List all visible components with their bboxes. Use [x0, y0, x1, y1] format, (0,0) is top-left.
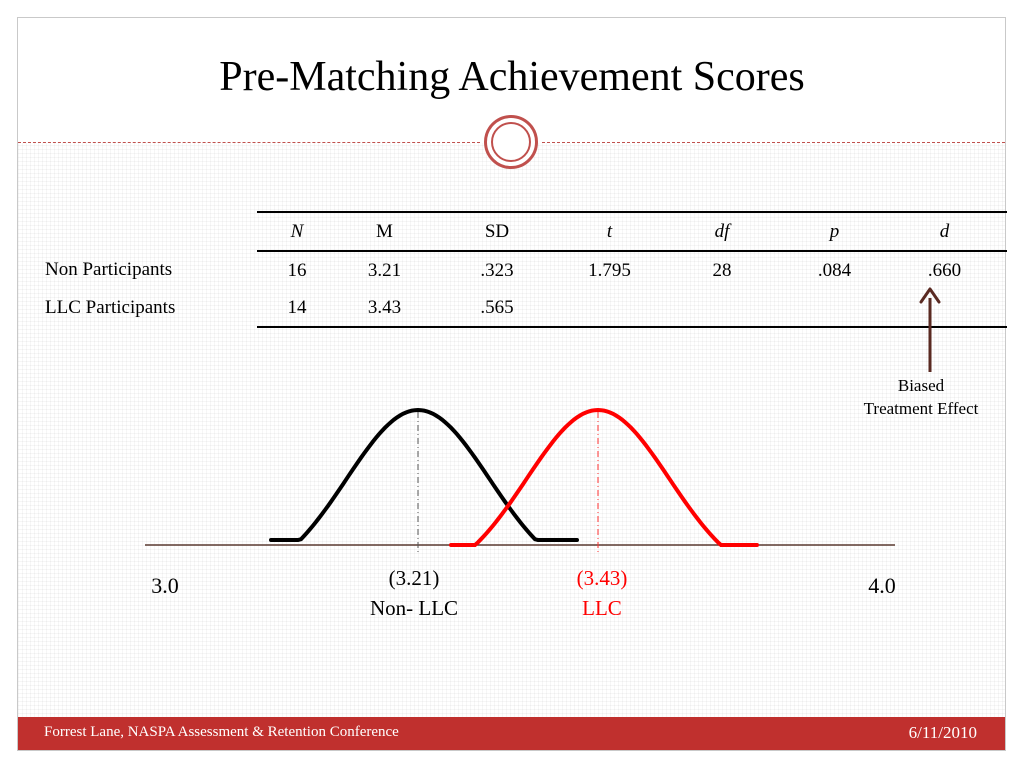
table-cell: 28 [712, 259, 732, 281]
table-header-p: p [787, 211, 882, 252]
table-row: LLC Participants 14 3.43 .565 [34, 289, 1007, 328]
table-cell [882, 289, 1007, 328]
table-cell [657, 289, 787, 328]
annotation-line-2: Treatment Effect [863, 399, 979, 418]
series-1-value-label: (3.43) [577, 566, 628, 590]
table-header-df: df [657, 211, 787, 252]
divider-ring-ornament [484, 115, 538, 169]
table-row-label: Non Participants [45, 259, 173, 280]
table-cell: 16 [287, 259, 307, 281]
series-0-value-label: (3.21) [389, 566, 440, 590]
table-cell: .084 [817, 259, 852, 281]
table-cell: 1.795 [588, 259, 631, 281]
table-row-label: LLC Participants [45, 297, 176, 318]
table-header-row: N M SD t df p d [34, 211, 1007, 252]
table-header-d: d [882, 211, 1007, 252]
table-cell: .323 [480, 259, 514, 281]
biased-treatment-annotation: Biased Treatment Effect [836, 374, 1006, 420]
series-0-group-label: Non- LLC [370, 596, 458, 620]
table-cell: 3.43 [337, 289, 432, 328]
table-cell [562, 289, 657, 328]
axis-max-label: 4.0 [868, 573, 896, 598]
table-header-n: N [257, 211, 337, 252]
stats-table: N M SD t df p d Non Participants 16 3.21… [34, 211, 1007, 328]
table-header-m: M [337, 211, 432, 252]
series-1-curve [449, 407, 759, 547]
arrow-up-icon [919, 287, 941, 304]
title-divider-right [542, 142, 1005, 143]
footer-date: 6/11/2010 [908, 723, 977, 742]
curves-group [269, 407, 759, 555]
divider-ring-inner [491, 122, 531, 162]
table-header-sd: SD [432, 211, 562, 252]
title-divider-left [18, 142, 480, 143]
axis-min-label: 3.0 [151, 573, 179, 598]
annotation-line-1: Biased [897, 376, 945, 395]
footer-presenter: Forrest Lane, NASPA Assessment & Retenti… [44, 724, 399, 740]
series-0-curve [269, 407, 579, 542]
table-row: Non Participants 16 3.21 .323 1.795 28 .… [34, 251, 1007, 289]
slide-title: Pre-Matching Achievement Scores [219, 54, 805, 100]
slide-footer: Forrest Lane, NASPA Assessment & Retenti… [18, 717, 1005, 750]
table-cell [787, 289, 882, 328]
table-cell: .660 [927, 259, 962, 281]
series-1-group-label: LLC [582, 596, 622, 620]
table-cell: .565 [432, 289, 562, 328]
table-cell: 3.21 [367, 259, 402, 281]
table-cell: 14 [257, 289, 337, 328]
table-header-t: t [562, 211, 657, 252]
